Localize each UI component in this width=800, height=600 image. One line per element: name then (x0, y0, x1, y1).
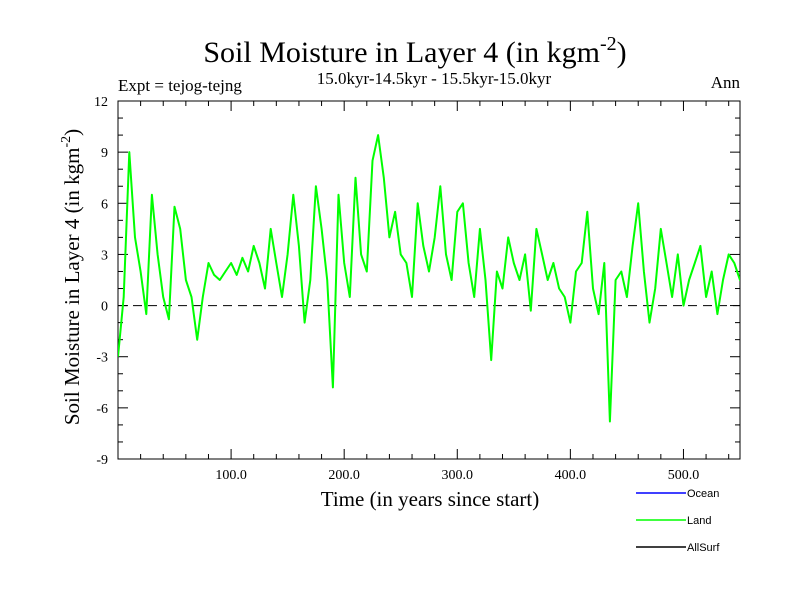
y-tick-label: 6 (101, 197, 108, 212)
chart-title: Soil Moisture in Layer 4 (in kgm-2) (203, 33, 626, 69)
legend: Ocean Land AllSurf (636, 488, 720, 554)
season-label: Ann (711, 73, 741, 92)
y-tick-label: -3 (96, 351, 108, 366)
y-tick-label: 12 (94, 95, 108, 110)
legend-label-allsurf: AllSurf (687, 542, 720, 554)
legend-label-ocean: Ocean (687, 488, 719, 500)
x-tick-label: 500.0 (668, 468, 700, 483)
y-tick-label: -9 (96, 453, 108, 468)
x-tick-label: 300.0 (442, 468, 474, 483)
x-tick-label: 400.0 (555, 468, 587, 483)
plot-area: 100.0 200.0 300.0 400.0 500.0 -9 -6 -3 0 3 6 9 12 (94, 95, 741, 483)
y-tick-label: 0 (101, 300, 108, 315)
chart-subtitle: 15.0kyr-14.5kyr - 15.5kyr-15.0kyr (317, 69, 552, 88)
y-tick-label: 9 (101, 146, 108, 161)
y-axis-label: Soil Moisture in Layer 4 (in kgm-2) (59, 129, 84, 425)
x-axis-label: Time (in years since start) (321, 487, 540, 511)
y-tick-label: 3 (101, 248, 108, 263)
y-tick-label: -6 (96, 402, 108, 417)
x-tick-label: 200.0 (328, 468, 360, 483)
legend-label-land: Land (687, 515, 711, 527)
series-line-land (118, 134, 740, 423)
experiment-label: Expt = tejog-tejng (118, 76, 242, 95)
plot-frame (117, 100, 741, 460)
x-tick-label: 100.0 (215, 468, 247, 483)
